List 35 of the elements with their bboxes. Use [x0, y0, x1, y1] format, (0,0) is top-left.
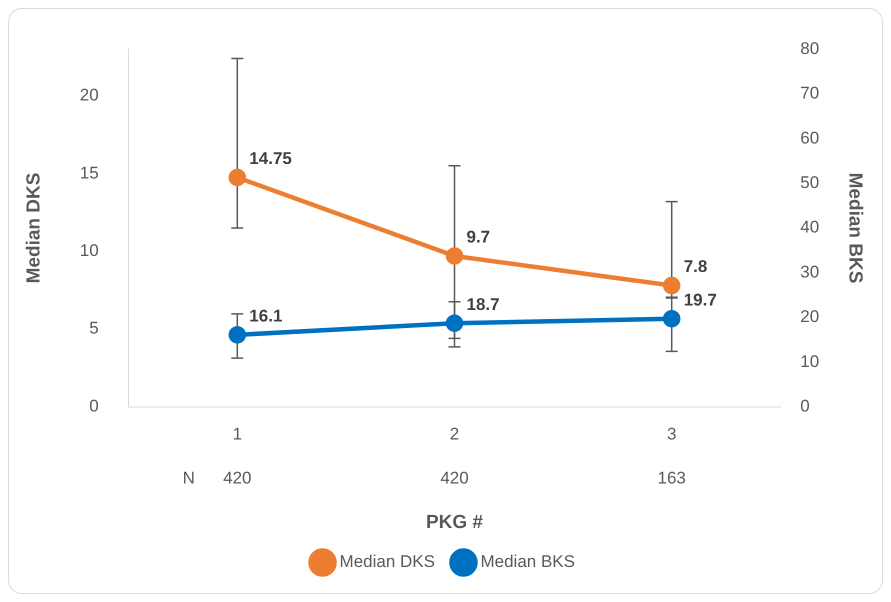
y2-tick-label: 30	[800, 262, 820, 282]
y2-tick-label: 80	[800, 38, 820, 58]
text: 420	[440, 468, 469, 488]
y2-tick-label: 40	[800, 218, 820, 237]
y2-tick-label: 70	[800, 84, 820, 103]
y2-axis-title: Median BKS	[844, 172, 866, 284]
y2-tick-label: 10	[800, 352, 820, 371]
x-tick-label: 1	[232, 424, 242, 444]
y2-tick-label: 20	[800, 307, 820, 326]
x-tick-label: 3	[666, 424, 676, 444]
y-tick-label: 20	[80, 86, 99, 105]
point	[446, 247, 464, 265]
text: 163	[658, 468, 686, 488]
x-axis-title: PKG #	[426, 512, 484, 533]
point	[662, 276, 680, 294]
data-label: 14.75	[249, 149, 292, 168]
data-label: 16.1	[249, 306, 282, 326]
y-tick-label: 0	[89, 396, 99, 416]
y-tick-label: 15	[80, 163, 99, 182]
y-axis-title: Median DKS	[24, 172, 45, 284]
data-label: 18.7	[466, 294, 500, 314]
data-label: 19.7	[684, 290, 717, 310]
text: 420	[223, 468, 252, 488]
y-tick-label: 5	[89, 318, 99, 338]
data-label: 9.7	[466, 228, 490, 247]
data-label: 7.8	[684, 257, 708, 276]
y2-tick-label: 0	[800, 396, 810, 416]
point	[228, 168, 246, 186]
text: N	[182, 468, 195, 488]
y-tick-label: 10	[80, 241, 99, 260]
y2-tick-label: 60	[800, 128, 820, 148]
legend-label: Median DKS	[340, 552, 435, 572]
y2-tick-label: 50	[800, 172, 820, 192]
legend-label: Median BKS	[480, 552, 575, 572]
x-tick-label: 2	[450, 424, 460, 444]
